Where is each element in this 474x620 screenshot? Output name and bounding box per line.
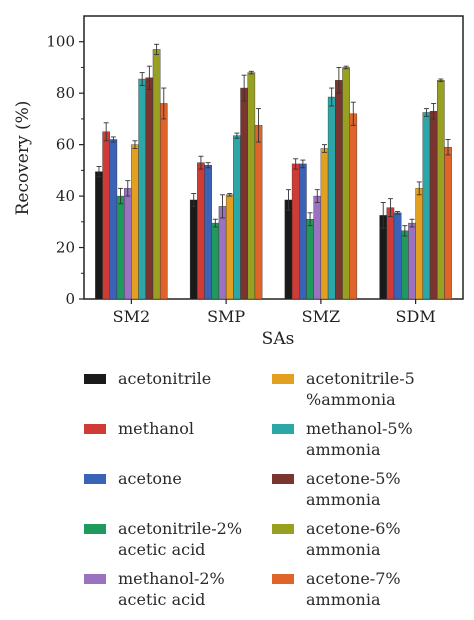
bar [233,135,241,300]
legend-item: acetonitrile-2% acetic acid [84,518,242,560]
y-tick-label: 20 [56,239,75,257]
bar [422,112,431,300]
bar [116,195,125,300]
bar [240,87,248,300]
bar [335,80,343,300]
legend-swatch [272,424,294,434]
legend-item: methanol-2% acetic acid [84,568,225,610]
legend-label: acetonitrile-5 %ammonia [306,369,415,409]
bar [254,125,263,300]
bar [159,103,168,300]
x-tick-label: SMP [207,307,245,326]
legend-swatch [272,474,294,484]
legend-swatch [84,374,106,384]
bar [102,131,110,300]
legend-label: acetonitrile-2% acetic acid [118,519,243,559]
y-tick-label: 100 [46,33,75,51]
plot-frame [83,15,464,300]
bar [131,144,139,300]
legend-swatch [272,574,294,584]
bar [327,96,336,300]
bar [123,188,132,300]
y-tick-label: 80 [56,84,75,102]
bar [152,49,161,300]
bar [197,162,205,300]
bar [291,163,300,300]
y-tick-label: 40 [56,187,75,205]
legend-label: methanol-5% ammonia [306,419,413,459]
x-tick-label: SDM [396,307,436,326]
legend-item: methanol [84,418,194,439]
x-tick-label: SM2 [113,307,151,326]
legend-item: acetone [84,468,182,489]
bar [95,171,103,300]
legend-label: acetone-6% ammonia [306,519,401,559]
legend-label: methanol-2% acetic acid [118,569,225,609]
legend-label: acetone [118,469,182,488]
legend: acetonitrile methanol acetone acetonitrile-… [0,360,474,620]
bar [437,80,445,300]
bar-chart: 0 20 40 60 80 100 SM2 SMP SMZ SDM Recovery (%) SA… [13,15,464,349]
legend-label: acetonitrile [118,369,212,388]
bar [320,148,329,300]
legend-swatch [84,424,106,434]
legend-item: acetonitrile [84,368,211,389]
bar [415,188,424,300]
legend-swatch [84,574,106,584]
y-axis-label: Recovery (%) [13,101,33,216]
bar [429,110,438,300]
plot-area: 0 20 40 60 80 100 SM2 SMP SMZ SDM [46,15,464,326]
bar [225,194,234,300]
bar [386,207,395,300]
legend-label: acetone-7% ammonia [306,569,401,609]
x-axis-label: SAs [262,329,295,349]
bar [145,77,154,300]
bar [299,163,307,300]
bar [349,113,358,300]
bar [313,195,322,300]
bar [401,230,409,300]
bar [138,78,146,300]
bar [444,147,452,300]
bar [342,67,350,300]
bar [247,72,256,300]
legend-item: acetonitrile-5 %ammonia [272,368,415,410]
legend-item: acetone-5% ammonia [272,468,401,510]
legend-label: acetone-5% ammonia [306,469,401,509]
bar [189,199,198,300]
bar [204,165,212,300]
legend-swatch [84,524,106,534]
y-tick-label: 60 [56,136,75,154]
legend-item: acetone-6% ammonia [272,518,401,560]
bar [109,139,118,300]
legend-item: methanol-5% ammonia [272,418,413,460]
bar [211,222,220,300]
legend-swatch [272,374,294,384]
bar [408,222,416,300]
legend-item: acetone-7% ammonia [272,568,401,610]
legend-swatch [272,524,294,534]
x-tick-label: SMZ [302,307,340,326]
bar [393,212,402,300]
bar [218,206,227,300]
bar [306,219,314,300]
legend-swatch [84,474,106,484]
y-tick-label: 0 [65,290,75,308]
bar [284,199,293,300]
legend-label: methanol [118,419,194,438]
